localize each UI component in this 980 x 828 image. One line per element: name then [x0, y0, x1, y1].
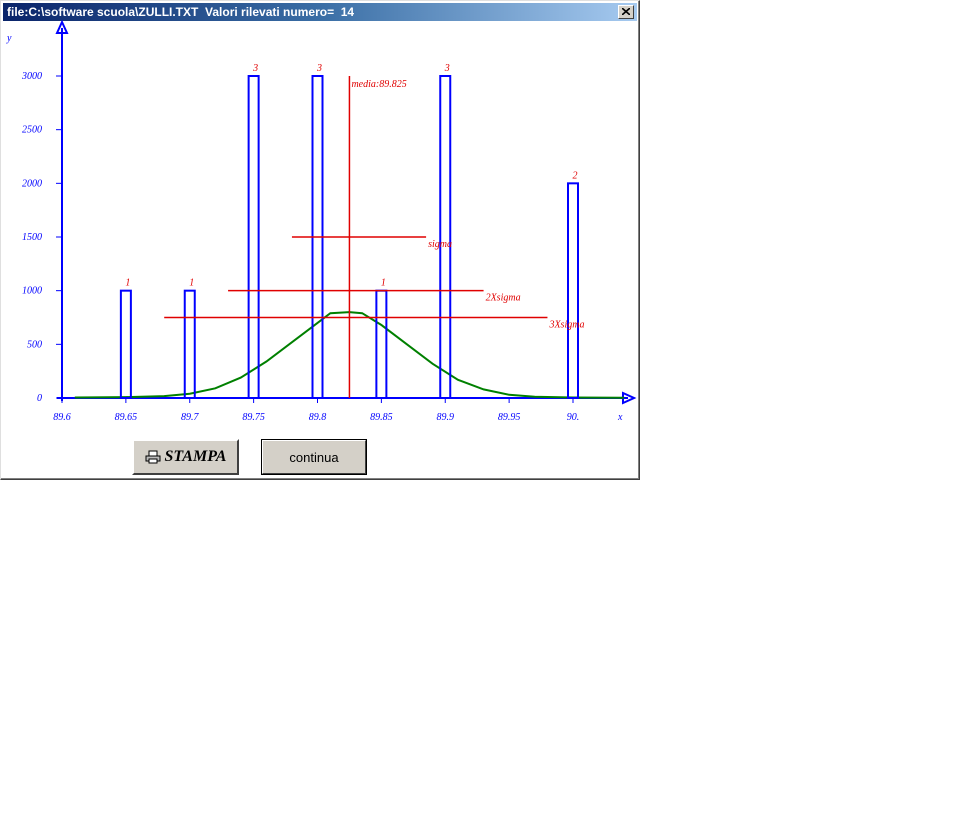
- bar-count-label: 1: [189, 278, 194, 289]
- y-tick-label: 0: [37, 393, 42, 404]
- y-tick-label: 1500: [22, 232, 42, 243]
- bar-count-label: 2: [573, 170, 578, 181]
- histogram-window: file:C:\software scuola\ZULLI.TXT Valori…: [0, 0, 640, 480]
- x-tick-label: 89.8: [309, 412, 327, 423]
- sigma-label: sigma: [428, 239, 452, 250]
- histogram-bar: [567, 182, 579, 399]
- stampa-label: STAMPA: [164, 448, 227, 465]
- bar-count-label: 3: [252, 63, 258, 74]
- x-tick-label: 89.85: [370, 412, 393, 423]
- bar-count-label: 1: [125, 278, 130, 289]
- bar-count-label: 3: [316, 63, 322, 74]
- bar-count-label: 3: [444, 63, 450, 74]
- x-tick-label: 89.6: [53, 412, 71, 423]
- title-bar[interactable]: file:C:\software scuola\ZULLI.TXT Valori…: [3, 3, 637, 21]
- window-title: file:C:\software scuola\ZULLI.TXT Valori…: [7, 5, 355, 19]
- close-icon: [622, 8, 630, 15]
- histogram-bar: [119, 289, 132, 399]
- y-tick-label: 2500: [22, 125, 42, 136]
- x-tick-label: 89.95: [498, 412, 521, 423]
- continua-label: continua: [289, 449, 339, 465]
- x-tick-label: 90.: [567, 412, 580, 423]
- sigma-label: 3Xsigma: [548, 320, 584, 331]
- sigma-label: 2Xsigma: [486, 293, 521, 304]
- close-button[interactable]: [618, 5, 634, 19]
- x-tick-label: 89.9: [437, 412, 455, 423]
- x-tick-label: 89.75: [242, 412, 265, 423]
- y-axis-arrow: [55, 19, 69, 34]
- histogram-bar: [183, 289, 196, 399]
- continua-button[interactable]: continua: [261, 439, 367, 475]
- histogram-bar: [439, 75, 452, 399]
- y-axis-label: y: [6, 33, 12, 44]
- y-tick-label: 3000: [21, 71, 42, 82]
- y-tick-label: 1000: [22, 286, 42, 297]
- x-tick-label: 89.7: [181, 412, 200, 423]
- bar-count-label: 1: [381, 278, 386, 289]
- x-axis-label: x: [617, 412, 623, 423]
- y-tick-label: 500: [27, 339, 42, 350]
- printer-icon: [145, 450, 161, 464]
- histogram-chart: y x 0 500 1000 1500 2000 2500 3000 89.6 89.65 89.7 8…: [6, 19, 637, 423]
- histogram-bar: [247, 75, 260, 399]
- y-tick-label: 2000: [22, 178, 42, 189]
- x-tick-label: 89.65: [115, 412, 138, 423]
- stampa-button[interactable]: STAMPA: [132, 439, 239, 475]
- histogram-bar: [375, 289, 388, 399]
- mean-label: media:89.825: [351, 79, 406, 90]
